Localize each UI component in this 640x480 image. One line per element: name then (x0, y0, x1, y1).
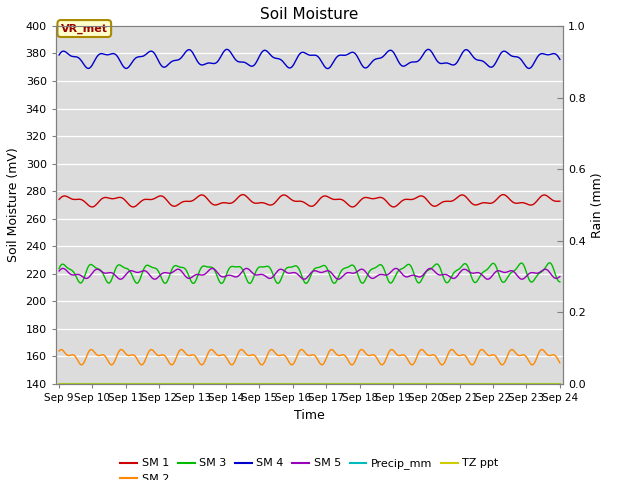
Y-axis label: Rain (mm): Rain (mm) (591, 172, 604, 238)
Title: Soil Moisture: Soil Moisture (260, 7, 358, 22)
X-axis label: Time: Time (294, 408, 325, 421)
Legend: SM 1, SM 2, SM 3, SM 4, SM 5, Precip_mm, TZ ppt: SM 1, SM 2, SM 3, SM 4, SM 5, Precip_mm,… (116, 454, 503, 480)
Y-axis label: Soil Moisture (mV): Soil Moisture (mV) (7, 147, 20, 262)
Text: VR_met: VR_met (61, 24, 108, 34)
